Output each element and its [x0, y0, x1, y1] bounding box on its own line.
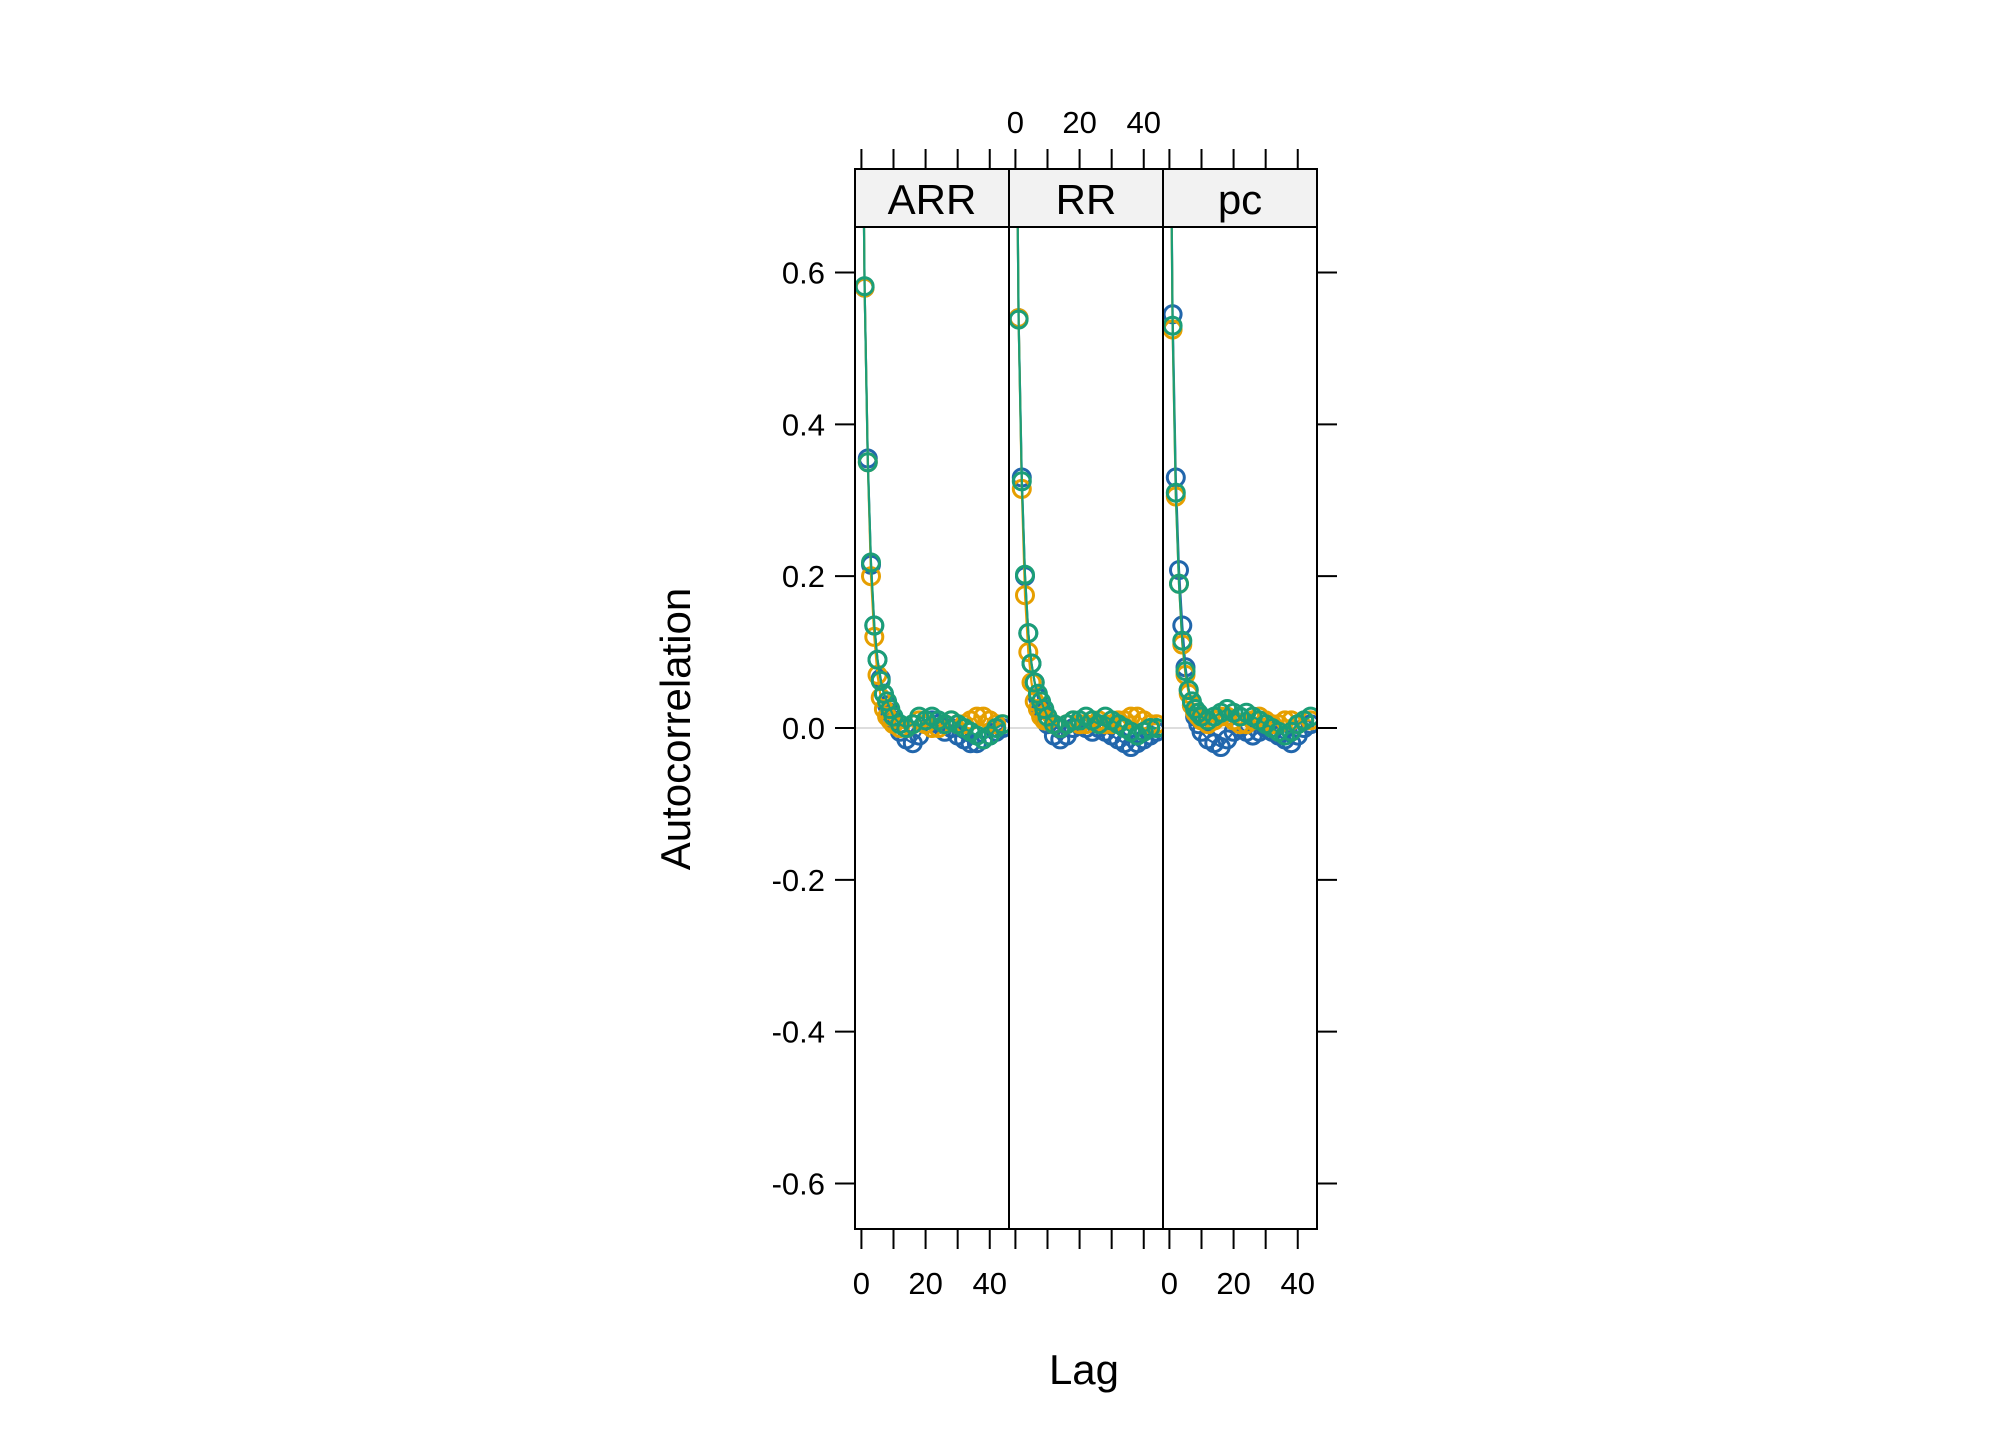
acf-point-green [1015, 564, 1035, 585]
acf-point-green [1021, 653, 1042, 674]
strip-label-arr: ARR [888, 176, 977, 223]
x-tick-label: 20 [1216, 1266, 1250, 1301]
acf-point-green [1175, 661, 1196, 682]
y-axis-title: Autocorrelation [652, 588, 699, 871]
acf-point-green [861, 552, 881, 573]
x-tick-label: 0 [1007, 105, 1024, 140]
acf-point-green [1163, 315, 1183, 336]
strip-box [854, 168, 1010, 228]
acf-point-green [1018, 623, 1039, 644]
panel-arr: ARR 0 20 40 [853, 149, 1010, 1301]
strip-box [1162, 168, 1318, 228]
strip-box [1008, 168, 1164, 228]
strip-label-rr: RR [1056, 176, 1117, 223]
acf-point-green [1178, 680, 1199, 700]
acf-point-green [1300, 706, 1317, 727]
acf-point-green [1140, 718, 1161, 738]
acf-point-green [1024, 672, 1045, 693]
x-tick-label: 20 [908, 1266, 942, 1301]
plot-layer: ARR 0 20 40 RR 0 20 40 pc 0 20 40 -0.6 -0.4 -0.2 0.0 0.2… [772, 105, 1337, 1301]
x-axis-title: Lag [1049, 1346, 1119, 1393]
acf-point-green [1172, 630, 1193, 651]
data-layer [1009, 227, 1163, 757]
x-tick-label: 0 [1161, 1266, 1178, 1301]
acf-point-green [857, 452, 878, 473]
x-tick-label: 40 [1127, 105, 1161, 140]
y-tick-label: 0.4 [782, 407, 825, 442]
y-tick-label: 0.6 [782, 256, 825, 291]
panel-rr: RR 0 20 40 [1007, 105, 1164, 1249]
y-tick-label: 0.0 [782, 711, 825, 746]
acf-point-green [1146, 718, 1163, 738]
x-tick-label: 40 [973, 1266, 1007, 1301]
acf-point-green [1009, 309, 1029, 330]
x-tick-label: 40 [1281, 1266, 1315, 1301]
x-tick-label: 0 [853, 1266, 870, 1301]
acf-point-green [992, 714, 1009, 735]
acf-point-green [1011, 471, 1032, 492]
y-tick-label: -0.2 [772, 863, 825, 898]
acf-point-green [855, 276, 875, 297]
acf-point-green [1169, 573, 1189, 594]
y-tick-label: 0.2 [782, 559, 825, 594]
acf-point-green [864, 615, 885, 636]
data-layer [1163, 227, 1317, 757]
data-layer [855, 227, 1009, 754]
acf-point-green [1063, 710, 1084, 731]
x-tick-label: 20 [1062, 105, 1096, 140]
panel-pc: pc 0 20 40 [1161, 149, 1318, 1301]
acf-point-green [867, 649, 888, 670]
strip-label-pc: pc [1218, 176, 1262, 223]
y-tick-label: -0.6 [772, 1166, 825, 1201]
acf-point-green [1165, 482, 1186, 503]
acf-point-green [870, 670, 891, 691]
y-tick-label: -0.4 [772, 1015, 825, 1050]
